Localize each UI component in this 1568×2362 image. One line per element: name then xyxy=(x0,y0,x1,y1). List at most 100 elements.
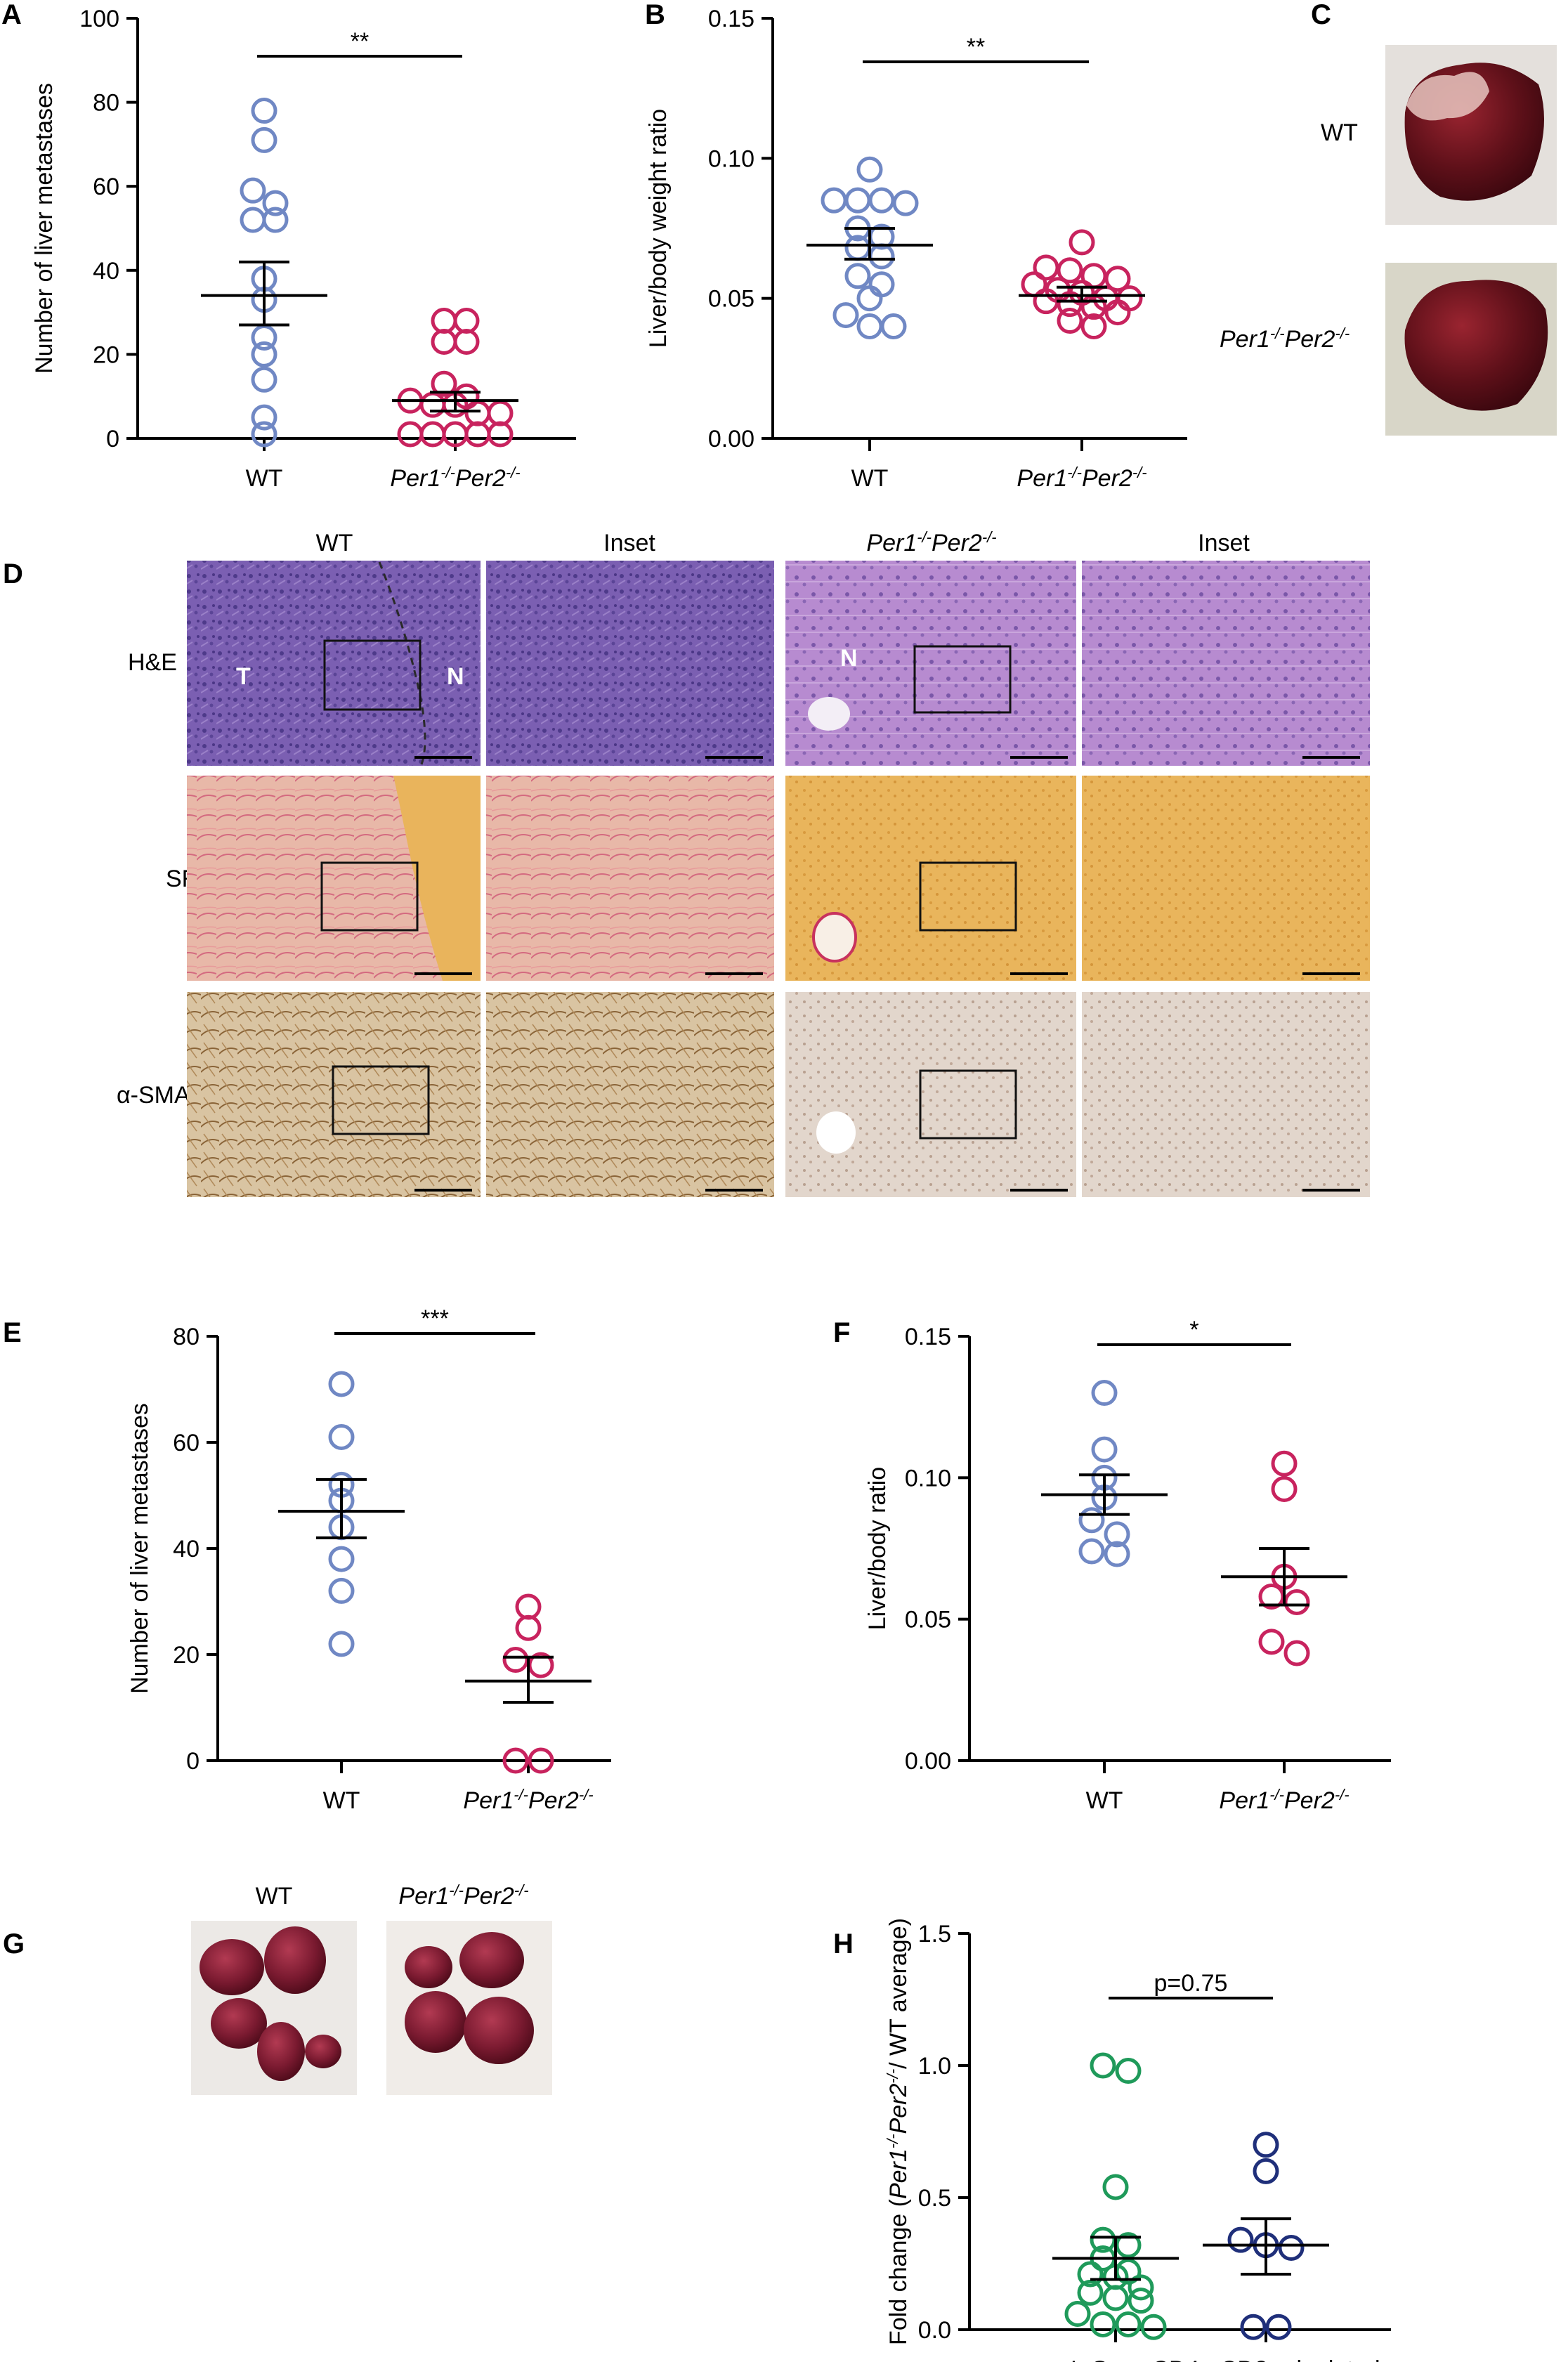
tile-he-ko-inset xyxy=(1082,561,1370,766)
chart-b-xlabel-1-part-0: Per1 xyxy=(1017,465,1067,492)
chart-h-ytick-label-0: 0.0 xyxy=(918,2317,951,2344)
c-geno-2: Per2 xyxy=(1285,326,1335,353)
chart-e-xlabel-1: Per1-/-Per2-/- xyxy=(463,1786,593,1814)
chart-b-ytick-label-1: 0.05 xyxy=(708,286,754,313)
chart-a-point-s1-1 xyxy=(453,308,480,334)
chart-a-point-s1-7 xyxy=(419,391,446,418)
panel-label-e: E xyxy=(3,1317,22,1348)
chart-f-ytick-label-0: 0.00 xyxy=(905,1748,951,1775)
panel-label-g: G xyxy=(3,1929,25,1959)
chart-e-ytick-label-2: 40 xyxy=(173,1536,200,1562)
chart-e-sig-label: *** xyxy=(421,1305,449,1332)
chart-a-point-s0-1 xyxy=(251,126,277,153)
liver-g-wt-3 xyxy=(211,1998,267,2049)
chart-a-ytick-label-0: 0 xyxy=(106,426,119,452)
chart-h-xlabel-1: CD4+ CD8+ depleted xyxy=(1151,2356,1380,2362)
histology-row-he: H&E xyxy=(128,649,177,676)
chart-a-xlabel-1: Per1-/-Per2-/- xyxy=(390,464,520,492)
chart-b-point-s1-15 xyxy=(1080,313,1107,340)
panel-label-b: B xyxy=(645,0,665,30)
chart-e-ytick-label-3: 60 xyxy=(173,1430,200,1456)
chart-h-ylabel-part-1: Per1 xyxy=(885,2148,912,2199)
chart-h-point-s1-5 xyxy=(1240,2314,1267,2340)
chart-b-point-s0-10 xyxy=(868,271,895,298)
chart-h-point-s0-16 xyxy=(1140,2314,1167,2340)
chart-b-xlabel-1: Per1-/-Per2-/- xyxy=(1017,464,1146,492)
chart-a-ytick-label-1: 20 xyxy=(93,341,119,368)
chart-e-point-s1-2 xyxy=(515,1593,542,1620)
tile-sr-ko-inset-box xyxy=(919,861,1017,932)
chart-e-point-s0-1 xyxy=(328,1423,355,1450)
chart-e-point-s0-6 xyxy=(328,1577,355,1604)
chart-b-point-s0-5 xyxy=(868,187,895,214)
tile-sma-ko-inset-box xyxy=(919,1069,1017,1140)
tile-sma-ko-vessel xyxy=(816,1111,856,1154)
chart-b-point-s0-2 xyxy=(856,156,883,183)
chart-h-ytick-label-1: 0.5 xyxy=(918,2185,951,2212)
chart-f-xlabel-1-part-0: Per1 xyxy=(1219,1787,1269,1814)
chart-a-xlabel-1-part-0: Per1 xyxy=(390,465,440,492)
chart-h-point-s0-12 xyxy=(1128,2288,1154,2314)
chart-a-point-s0-10 xyxy=(251,366,277,393)
chart-f-point-s1-6 xyxy=(1283,1640,1310,1666)
chart-b-ytick-label-2: 0.10 xyxy=(708,145,754,172)
chart-f-point-s1-0 xyxy=(1271,1450,1298,1477)
chart-h-point-s0-7 xyxy=(1077,2261,1104,2288)
chart-b-ytick-label-0: 0.00 xyxy=(708,426,754,452)
chart-b-xlabel-1-part-1: -/- xyxy=(1067,464,1082,481)
label-n2: N xyxy=(840,645,858,672)
chart-h-ylabel-part-2: -/- xyxy=(884,2134,901,2148)
chart-e-ytick-label-0: 0 xyxy=(186,1748,200,1775)
chart-f-ytick-label-1: 0.05 xyxy=(905,1607,951,1633)
histology-grid: WT Inset Per1-/-Per2-/- Inset H&E SR α-S… xyxy=(117,528,1370,1197)
chart-e-xlabel-1-part-0: Per1 xyxy=(463,1787,514,1814)
histology-col-wt: WT xyxy=(316,530,353,556)
chart-f-xlabel-0: WT xyxy=(1086,1787,1123,1814)
photo-g: WT Per1-/-Per2-/- xyxy=(191,1881,552,2095)
chart-h-point-s1-4 xyxy=(1278,2234,1305,2261)
tile-sma-wt-inset-box xyxy=(332,1065,430,1135)
histology-col-inset-1: Inset xyxy=(603,530,655,556)
chart-e-xlabel-1-part-3: -/- xyxy=(579,1786,594,1803)
chart-f-xlabel-1-part-3: -/- xyxy=(1335,1786,1350,1803)
panel-label-a: A xyxy=(1,0,22,30)
tumor-c-wt xyxy=(1406,72,1489,121)
liver-g-wt-4 xyxy=(257,2022,305,2081)
chart-e-point-s0-5 xyxy=(328,1546,355,1572)
panel-label-f: F xyxy=(833,1317,850,1348)
chart-a-point-s1-10 xyxy=(487,400,514,426)
chart-f-point-s1-5 xyxy=(1258,1629,1285,1655)
chart-f-xlabel-1-part-1: -/- xyxy=(1269,1786,1284,1803)
chart-f-point-s0-5 xyxy=(1104,1521,1130,1548)
histology-row-sma: α-SMA xyxy=(117,1082,190,1109)
chart-a-point-s0-12 xyxy=(251,421,277,448)
chart-e-point-s1-0 xyxy=(502,1747,529,1774)
liver-g-wt-2 xyxy=(264,1926,326,1994)
tile-sr-wt-inset xyxy=(486,776,774,981)
tile-sr-wt-normal xyxy=(393,776,481,981)
chart-a-ylabel: Number of liver metastases xyxy=(31,83,58,374)
tile-sma-ko-inset xyxy=(1082,992,1370,1197)
chart-f-xlabel-1-part-2: Per2 xyxy=(1284,1787,1335,1814)
tile-he-ko xyxy=(785,561,1076,766)
photo-c-label-ko: Per1-/-Per2-/- xyxy=(1220,325,1350,353)
chart-a-xlabel-1-part-3: -/- xyxy=(506,464,521,481)
chart-e-xlabel-1-part-2: Per2 xyxy=(528,1787,579,1814)
chart-a-point-s0-3 xyxy=(262,190,289,216)
panel-label-c: C xyxy=(1311,0,1331,30)
chart-f-point-s1-1 xyxy=(1271,1475,1298,1502)
liver-g-ko-1 xyxy=(405,1946,452,1988)
chart-h-ylabel: Fold change (Per1-/-Per2-/-/ WT average) xyxy=(884,1918,912,2345)
chart-h-ylabel-part-3: Per2 xyxy=(885,2084,912,2134)
chart-e-xlabel-1-part-1: -/- xyxy=(514,1786,528,1803)
panel-label-h: H xyxy=(833,1929,854,1959)
liver-g-wt-1 xyxy=(200,1939,264,1995)
chart-h-point-s0-15 xyxy=(1115,2311,1142,2337)
chart-e-point-s0-0 xyxy=(328,1371,355,1397)
chart-a-point-s1-14 xyxy=(464,421,491,448)
c-geno-sup1: -/- xyxy=(1270,325,1285,342)
chart-b-point-s0-12 xyxy=(832,302,859,329)
chart-h-point-s0-10 xyxy=(1077,2279,1104,2306)
